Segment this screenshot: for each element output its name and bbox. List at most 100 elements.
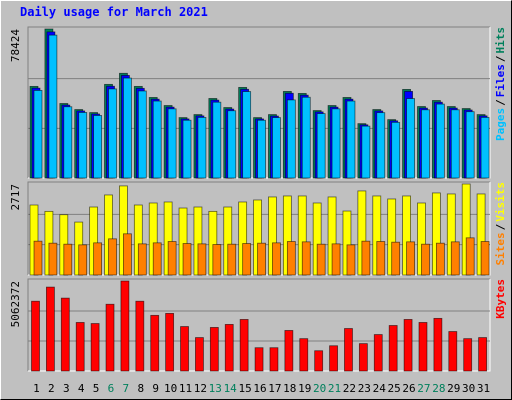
- bar: [269, 347, 279, 372]
- legend-separator: /: [494, 55, 507, 62]
- bar: [63, 243, 73, 276]
- bar: [212, 101, 222, 179]
- bar: [197, 243, 207, 276]
- bar: [167, 241, 177, 276]
- bar: [152, 242, 162, 276]
- bar: [108, 88, 117, 179]
- bar: [257, 242, 266, 276]
- bar: [361, 240, 371, 276]
- bar: [421, 109, 430, 179]
- bar: [329, 345, 338, 372]
- x-tick-label: 18: [283, 382, 296, 395]
- x-tick-label: 20: [313, 382, 326, 395]
- x-tick-label: 4: [78, 382, 85, 395]
- bar: [48, 242, 58, 276]
- x-tick-label: 10: [164, 382, 177, 395]
- x-tick-label: 5: [93, 382, 100, 395]
- bar: [63, 106, 73, 179]
- legend-entry: Hits: [494, 27, 507, 54]
- bar: [242, 243, 252, 276]
- bar: [403, 319, 413, 372]
- bar: [93, 115, 103, 179]
- bar: [286, 99, 296, 179]
- bar: [182, 243, 192, 276]
- bar: [137, 243, 147, 276]
- bar: [182, 119, 192, 179]
- legend-entry: Pages: [494, 108, 507, 141]
- x-tick-label: 3: [63, 382, 70, 395]
- x-tick-label: 31: [477, 382, 490, 395]
- bar: [421, 243, 430, 276]
- bar: [346, 100, 356, 179]
- x-tick-label: 13: [209, 382, 222, 395]
- bar: [406, 98, 415, 179]
- bar: [108, 238, 117, 276]
- bar: [60, 297, 70, 372]
- bar: [435, 242, 445, 276]
- bar: [376, 112, 386, 179]
- bar: [286, 241, 296, 276]
- bar: [137, 90, 147, 179]
- bar: [450, 241, 460, 276]
- legend-entry: Sites: [494, 232, 507, 265]
- bar: [465, 111, 475, 179]
- x-tick-label: 15: [238, 382, 251, 395]
- x-tick-label: 19: [298, 382, 311, 395]
- bar: [257, 119, 266, 179]
- bar: [105, 303, 115, 372]
- bar: [450, 109, 460, 179]
- bar: [316, 113, 326, 179]
- bar: [301, 241, 311, 276]
- bar: [120, 280, 130, 372]
- bar: [388, 325, 398, 372]
- bar: [480, 116, 490, 179]
- bar: [391, 241, 401, 276]
- x-tick-label: 28: [432, 382, 445, 395]
- bar: [123, 233, 132, 276]
- bar: [31, 300, 40, 372]
- bar: [227, 243, 237, 276]
- bar: [150, 314, 160, 372]
- bar: [465, 237, 475, 276]
- bar: [93, 242, 103, 276]
- x-tick-label: 12: [194, 382, 207, 395]
- bar: [301, 96, 311, 179]
- bar: [33, 90, 43, 179]
- bar: [376, 241, 386, 276]
- x-tick-label: 29: [447, 382, 460, 395]
- bar: [435, 103, 445, 179]
- bar: [433, 317, 443, 372]
- bar: [197, 116, 207, 179]
- bar: [75, 322, 85, 372]
- legend-entry: Files: [494, 64, 507, 97]
- bar: [224, 324, 234, 372]
- bar: [90, 323, 100, 372]
- bar: [346, 244, 356, 276]
- bar: [406, 241, 415, 276]
- bar: [272, 242, 281, 276]
- y-tick-label: 2717: [9, 184, 22, 211]
- panel-border: [27, 181, 490, 275]
- x-tick-label: 8: [137, 382, 144, 395]
- legend: KBytes: [494, 279, 507, 319]
- x-tick-label: 25: [388, 382, 401, 395]
- y-tick-label: 5062372: [9, 281, 22, 327]
- x-tick-label: 16: [253, 382, 266, 395]
- bar: [48, 34, 58, 179]
- bar: [212, 244, 222, 276]
- bar: [344, 328, 353, 372]
- bar: [418, 322, 428, 372]
- x-tick-label: 14: [224, 382, 238, 395]
- bar: [314, 350, 324, 372]
- x-tick-label: 9: [152, 382, 159, 395]
- legend-separator: /: [494, 99, 507, 106]
- bar: [373, 334, 383, 372]
- x-tick-label: 7: [123, 382, 130, 395]
- x-tick-label: 22: [343, 382, 356, 395]
- bar: [46, 286, 55, 372]
- bar: [448, 331, 458, 372]
- panel-border: [27, 26, 490, 178]
- bar: [254, 347, 264, 372]
